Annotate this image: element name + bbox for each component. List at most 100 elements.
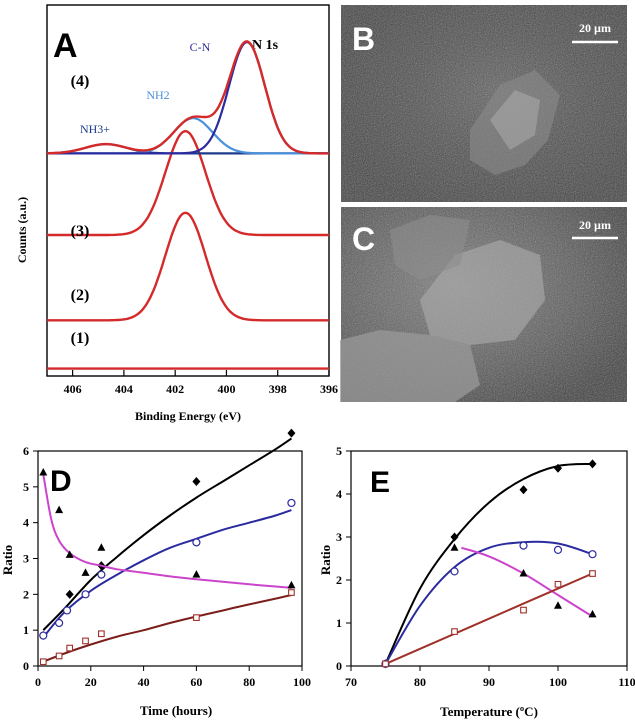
panel-d-series-3-point	[97, 543, 106, 551]
panel-d-series-3-fit	[42, 474, 292, 589]
panel-d-x-tick-label: 20	[85, 675, 97, 689]
panel-e-y-tick-label: 0	[336, 659, 342, 673]
panel-e-series-2-point	[588, 550, 597, 559]
panel-e-series-4-point	[589, 570, 596, 577]
panel-d-series-1-fit	[42, 437, 292, 631]
panel-e-series-2-point	[519, 541, 528, 550]
panel-e-axes: 70 80 90 100 110 0 1 2 3 4 5	[336, 444, 635, 689]
panel-a-ylabel: Counts (a.u.)	[15, 197, 29, 263]
panel-d-x-tick-label: 60	[190, 675, 202, 689]
panel-d-series-1-point	[65, 589, 74, 599]
panel-e-x-tick-label: 110	[618, 675, 635, 689]
panel-a: A N 1s Counts (a.u.) Binding Energy (eV)…	[15, 4, 338, 423]
panel-e-series-3-point	[450, 543, 459, 551]
panel-c-letter: C	[352, 221, 375, 257]
panel-d-series-1-point	[192, 476, 201, 486]
panel-e-series-4-point	[554, 580, 562, 588]
spectrum-4-component-3	[47, 40, 329, 155]
panel-d-series-2-point	[287, 498, 296, 508]
panel-d-series-3-point	[39, 468, 48, 476]
panel-e-xlabel: Temperature (ºC)	[440, 704, 538, 719]
panel-a-x-tick-label: 396	[320, 382, 338, 396]
panel-d-series-3-point	[55, 505, 64, 514]
panel-e-y-tick-label: 2	[336, 573, 342, 587]
panel-d-series-4-fit	[42, 594, 292, 663]
panel-d-y-tick-label: 1	[23, 623, 29, 637]
panel-d-series-1-point	[287, 428, 296, 438]
peak-label-nh2: NH2	[146, 88, 169, 102]
panel-d-series-2-point	[39, 631, 48, 640]
panel-d-x-tick-label: 100	[293, 675, 311, 689]
panel-a-frame	[46, 4, 330, 377]
panel-d-letter: D	[50, 465, 72, 498]
panel-d-y-tick-label: 6	[23, 444, 29, 458]
panel-d-y-tick-label: 3	[23, 552, 29, 566]
panel-d-series-3-point	[287, 580, 296, 589]
panel-a-spectra	[46, 40, 329, 370]
panel-e-series-1-point	[450, 532, 459, 542]
panel-d-x-tick-label: 40	[138, 675, 150, 689]
panel-d-y-tick-label: 5	[23, 480, 29, 494]
panel-a-x-tick-label: 400	[217, 382, 235, 396]
panel-d-series-2-point	[62, 606, 72, 615]
panel-d-series-4-point	[98, 630, 105, 638]
panel-a-labels: (1) (2) (3) (4) NH3+ NH2 C-N	[71, 40, 211, 347]
panel-e-series-3-point	[519, 569, 528, 577]
panel-e-y-tick-label: 3	[336, 530, 342, 544]
panel-d-series-4-point	[39, 658, 47, 666]
panel-a-x-tick-label: 398	[269, 382, 287, 396]
panel-c-scale-label: 20 µm	[579, 218, 611, 232]
panel-e-y-tick-label: 1	[336, 616, 342, 630]
panel-e-ylabel: Ratio	[318, 545, 333, 575]
spectrum-2-label: (2)	[71, 287, 90, 304]
spectrum-3-envelope	[47, 129, 329, 237]
panel-a-x-tick-label: 404	[115, 382, 133, 396]
panel-b-letter: B	[352, 21, 375, 57]
panel-e-series-2-fit	[384, 540, 593, 665]
panel-a-letter: A	[53, 27, 78, 65]
peak-label-cn: C-N	[190, 40, 211, 54]
panel-e-x-tick-label: 80	[414, 675, 426, 689]
panel-a-title: N 1s	[252, 38, 279, 53]
panel-d-y-tick-label: 0	[23, 659, 29, 673]
panel-e-y-tick-label: 5	[336, 444, 342, 458]
panel-e-series-1-point	[554, 463, 562, 473]
panel-c-sem-image: C 20 µm	[340, 207, 627, 402]
panel-d-series-2-point	[97, 570, 106, 579]
panel-d-series-3-point	[81, 568, 90, 576]
panel-d-ylabel: Ratio	[0, 545, 15, 575]
panel-d-y-tick-label: 4	[23, 516, 29, 530]
panel-d-series-2-fit	[42, 509, 292, 638]
panel-e-series-3-point	[554, 601, 562, 609]
panel-d-x-tick-label: 80	[243, 675, 255, 689]
panel-d-series-2-point	[192, 538, 201, 547]
panel-e-letter: E	[370, 466, 390, 499]
panel-d-y-tick-label: 2	[23, 587, 29, 601]
spectrum-4-envelope	[46, 40, 329, 155]
panel-a-xlabel: Binding Energy (eV)	[135, 409, 241, 423]
panel-b-sem-image: B 20 µm	[341, 5, 627, 202]
panel-b-scale-label: 20 µm	[579, 21, 611, 35]
panel-d-series-2-point	[81, 590, 90, 599]
panel-d-x-tick-label: 0	[35, 675, 41, 689]
panel-e-plot	[381, 459, 597, 669]
panel-a-x-ticks: 406 404 402 400 398 396	[64, 370, 338, 396]
panel-d-series-2-point	[55, 618, 64, 628]
panel-a-x-tick-label: 406	[64, 382, 82, 396]
peak-label-nh3: NH3+	[80, 122, 110, 136]
panel-d-plot	[39, 428, 296, 666]
panel-d-axes: 0 20 40 60 80 100 0 1 2 3 4 5 6	[23, 444, 311, 689]
panel-d-series-4-point	[55, 652, 63, 660]
panel-e-series-1-fit	[384, 462, 593, 665]
panel-e-series-3-point	[588, 609, 597, 618]
panel-d-xlabel: Time (hours)	[140, 703, 212, 718]
panel-d-series-4-point	[193, 614, 200, 621]
panel-e-series-4-point	[451, 628, 458, 635]
panel-e-y-tick-label: 4	[336, 487, 342, 501]
panel-e-series-4-fit	[385, 572, 593, 665]
panel-e-series-1-point	[519, 485, 528, 495]
spectrum-2-envelope	[47, 211, 329, 322]
panel-e-x-tick-label: 70	[345, 675, 357, 689]
panel-e-series-4-point	[520, 606, 527, 614]
